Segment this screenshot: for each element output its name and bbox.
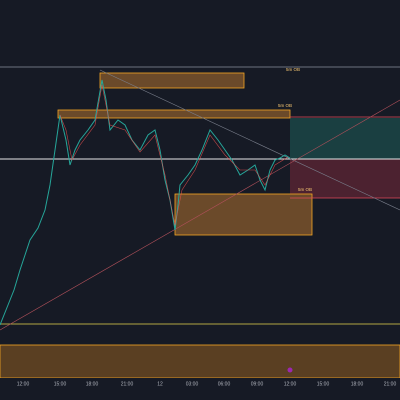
order-block-label: 5m OB — [298, 187, 312, 192]
time-label: 21:00 — [384, 381, 397, 387]
price-path — [59, 84, 289, 226]
order-block — [0, 344, 400, 379]
time-label: 18:00 — [351, 381, 364, 387]
time-label: 12:00 — [17, 381, 30, 387]
take-profit-zone — [290, 118, 400, 159]
order-block — [99, 72, 245, 89]
time-label: 18:00 — [86, 381, 99, 387]
time-label: 21:00 — [121, 381, 134, 387]
time-label: 12:00 — [284, 381, 297, 387]
time-label: 09:00 — [251, 381, 264, 387]
time-axis — [0, 378, 400, 400]
time-label: 06:00 — [218, 381, 231, 387]
time-label: 15:00 — [317, 381, 330, 387]
trend-line — [99, 69, 400, 211]
stop-loss-zone — [290, 159, 400, 198]
trend-line — [0, 99, 400, 331]
order-block — [57, 109, 291, 119]
time-label: 12 — [157, 381, 163, 387]
time-axis-labels: 12:00 15:00 18:00 21:00 12 03:00 06:00 09:00 12:… — [17, 381, 397, 387]
event-marker[interactable] — [287, 367, 293, 373]
order-block-label: 5m OB — [286, 67, 300, 72]
time-label: 15:00 — [54, 381, 67, 387]
order-block — [174, 193, 313, 236]
order-block-label: 5m OB — [278, 103, 292, 108]
time-label: 03:00 — [186, 381, 199, 387]
